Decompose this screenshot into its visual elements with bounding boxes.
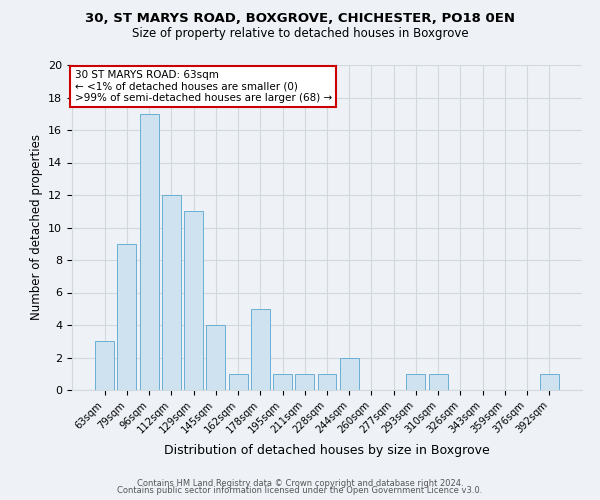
Bar bbox=[340, 358, 359, 390]
Text: Size of property relative to detached houses in Boxgrove: Size of property relative to detached ho… bbox=[131, 28, 469, 40]
Bar bbox=[95, 341, 114, 390]
Bar bbox=[206, 325, 225, 390]
Bar bbox=[317, 374, 337, 390]
Y-axis label: Number of detached properties: Number of detached properties bbox=[29, 134, 43, 320]
Bar bbox=[273, 374, 292, 390]
Bar bbox=[406, 374, 425, 390]
Bar bbox=[184, 211, 203, 390]
Text: 30, ST MARYS ROAD, BOXGROVE, CHICHESTER, PO18 0EN: 30, ST MARYS ROAD, BOXGROVE, CHICHESTER,… bbox=[85, 12, 515, 26]
Text: Contains HM Land Registry data © Crown copyright and database right 2024.: Contains HM Land Registry data © Crown c… bbox=[137, 478, 463, 488]
Bar bbox=[140, 114, 158, 390]
Bar bbox=[118, 244, 136, 390]
Bar bbox=[162, 195, 181, 390]
Bar bbox=[295, 374, 314, 390]
Bar bbox=[229, 374, 248, 390]
Text: Contains public sector information licensed under the Open Government Licence v3: Contains public sector information licen… bbox=[118, 486, 482, 495]
Bar bbox=[251, 308, 270, 390]
X-axis label: Distribution of detached houses by size in Boxgrove: Distribution of detached houses by size … bbox=[164, 444, 490, 456]
Text: 30 ST MARYS ROAD: 63sqm
← <1% of detached houses are smaller (0)
>99% of semi-de: 30 ST MARYS ROAD: 63sqm ← <1% of detache… bbox=[74, 70, 332, 103]
Bar bbox=[540, 374, 559, 390]
Bar bbox=[429, 374, 448, 390]
